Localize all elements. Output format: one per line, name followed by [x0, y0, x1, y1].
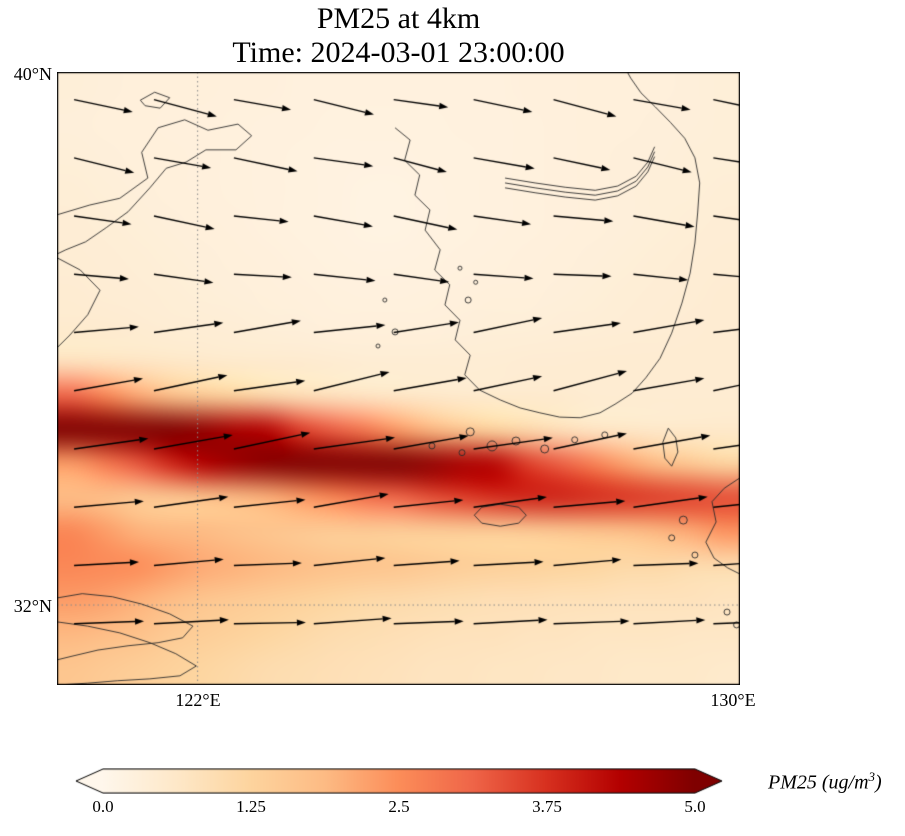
map-plot: [57, 72, 740, 685]
colorbar-label-close: ): [875, 771, 882, 794]
colorbar-ticks: 0.0 1.25 2.5 3.75 5.0: [92, 797, 705, 819]
colorbar-tick: 3.75: [532, 797, 562, 816]
plot-title: PM25 at 4km Time: 2024-03-01 23:00:00: [57, 2, 740, 70]
colorbar-tick: 5.0: [684, 797, 706, 816]
colorbar-tick: 1.25: [236, 797, 266, 816]
plot-title-line1: PM25 at 4km: [316, 2, 481, 35]
colorbar-label-sup: 3: [868, 769, 876, 784]
y-axis-tick-top: 40°N: [13, 64, 52, 84]
colorbar: 0.0 1.25 2.5 3.75 5.0: [75, 768, 725, 824]
colorbar-tick: 0.0: [92, 797, 114, 816]
colorbar-label-text: PM25 (ug/m: [768, 771, 869, 794]
y-axis-tick-bottom: 32°N: [13, 596, 52, 616]
colorbar-tick: 2.5: [388, 797, 410, 816]
x-axis-tick-left: 122°E: [175, 690, 221, 710]
colorbar-label: PM25 (ug/m3): [768, 769, 882, 795]
plot-title-line2: Time: 2024-03-01 23:00:00: [232, 36, 565, 69]
colorbar-gradient: [75, 768, 725, 794]
x-axis-tick-right: 130°E: [710, 690, 756, 710]
